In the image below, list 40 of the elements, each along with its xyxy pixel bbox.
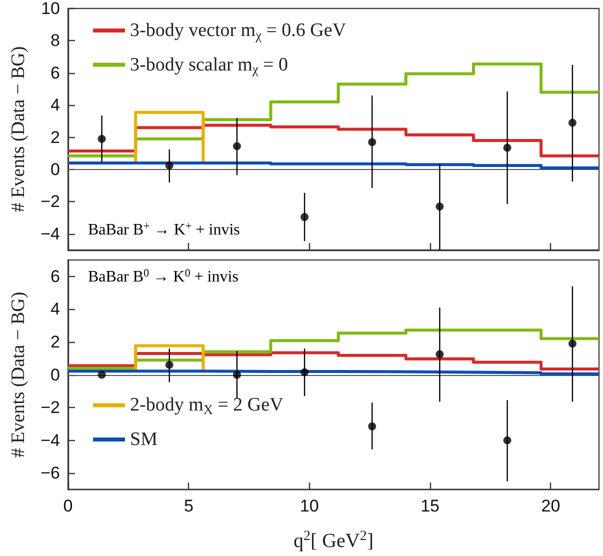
y-tick-label: −4 xyxy=(40,224,60,244)
y-axis-title: # Events (Data − BG) xyxy=(8,46,29,212)
point xyxy=(300,212,309,221)
x-tick-label: 0 xyxy=(63,496,73,516)
point xyxy=(232,370,241,379)
y-tick-label: 4 xyxy=(50,300,60,319)
point xyxy=(503,144,512,152)
x-tick-label: 15 xyxy=(420,496,440,516)
point xyxy=(165,161,174,170)
point xyxy=(98,134,106,143)
point xyxy=(368,422,376,430)
x-tick-label: 20 xyxy=(541,496,560,516)
point xyxy=(568,340,576,348)
point xyxy=(568,118,576,127)
point xyxy=(232,142,241,150)
x-tick-label: 10 xyxy=(300,496,319,516)
point xyxy=(300,368,309,376)
y-tick-label: 8 xyxy=(50,31,60,50)
legend-label: SM xyxy=(130,429,158,450)
point xyxy=(436,202,444,211)
y-tick-label: −4 xyxy=(40,430,60,450)
y-tick-label: 0 xyxy=(50,365,60,384)
point xyxy=(503,436,512,444)
point xyxy=(98,370,106,379)
point xyxy=(368,138,376,146)
y-tick-label: 4 xyxy=(50,96,60,115)
x-tick-label: 5 xyxy=(184,496,194,516)
y-tick-label: 0 xyxy=(50,160,60,179)
y-tick-label: 2 xyxy=(50,332,60,352)
y-tick-label: 10 xyxy=(41,0,60,18)
y-tick-label: −6 xyxy=(40,464,60,483)
y-tick-label: 6 xyxy=(50,63,60,82)
y-tick-label: −2 xyxy=(40,398,60,418)
y-tick-label: 6 xyxy=(50,266,60,286)
y-tick-label: −2 xyxy=(40,192,60,212)
annotation: BaBar B+ → K+ + invis xyxy=(88,220,240,238)
y-tick-label: 2 xyxy=(50,128,60,147)
y-axis-title: # Events (Data − BG) xyxy=(8,292,29,458)
point xyxy=(165,360,174,369)
point xyxy=(436,350,444,358)
